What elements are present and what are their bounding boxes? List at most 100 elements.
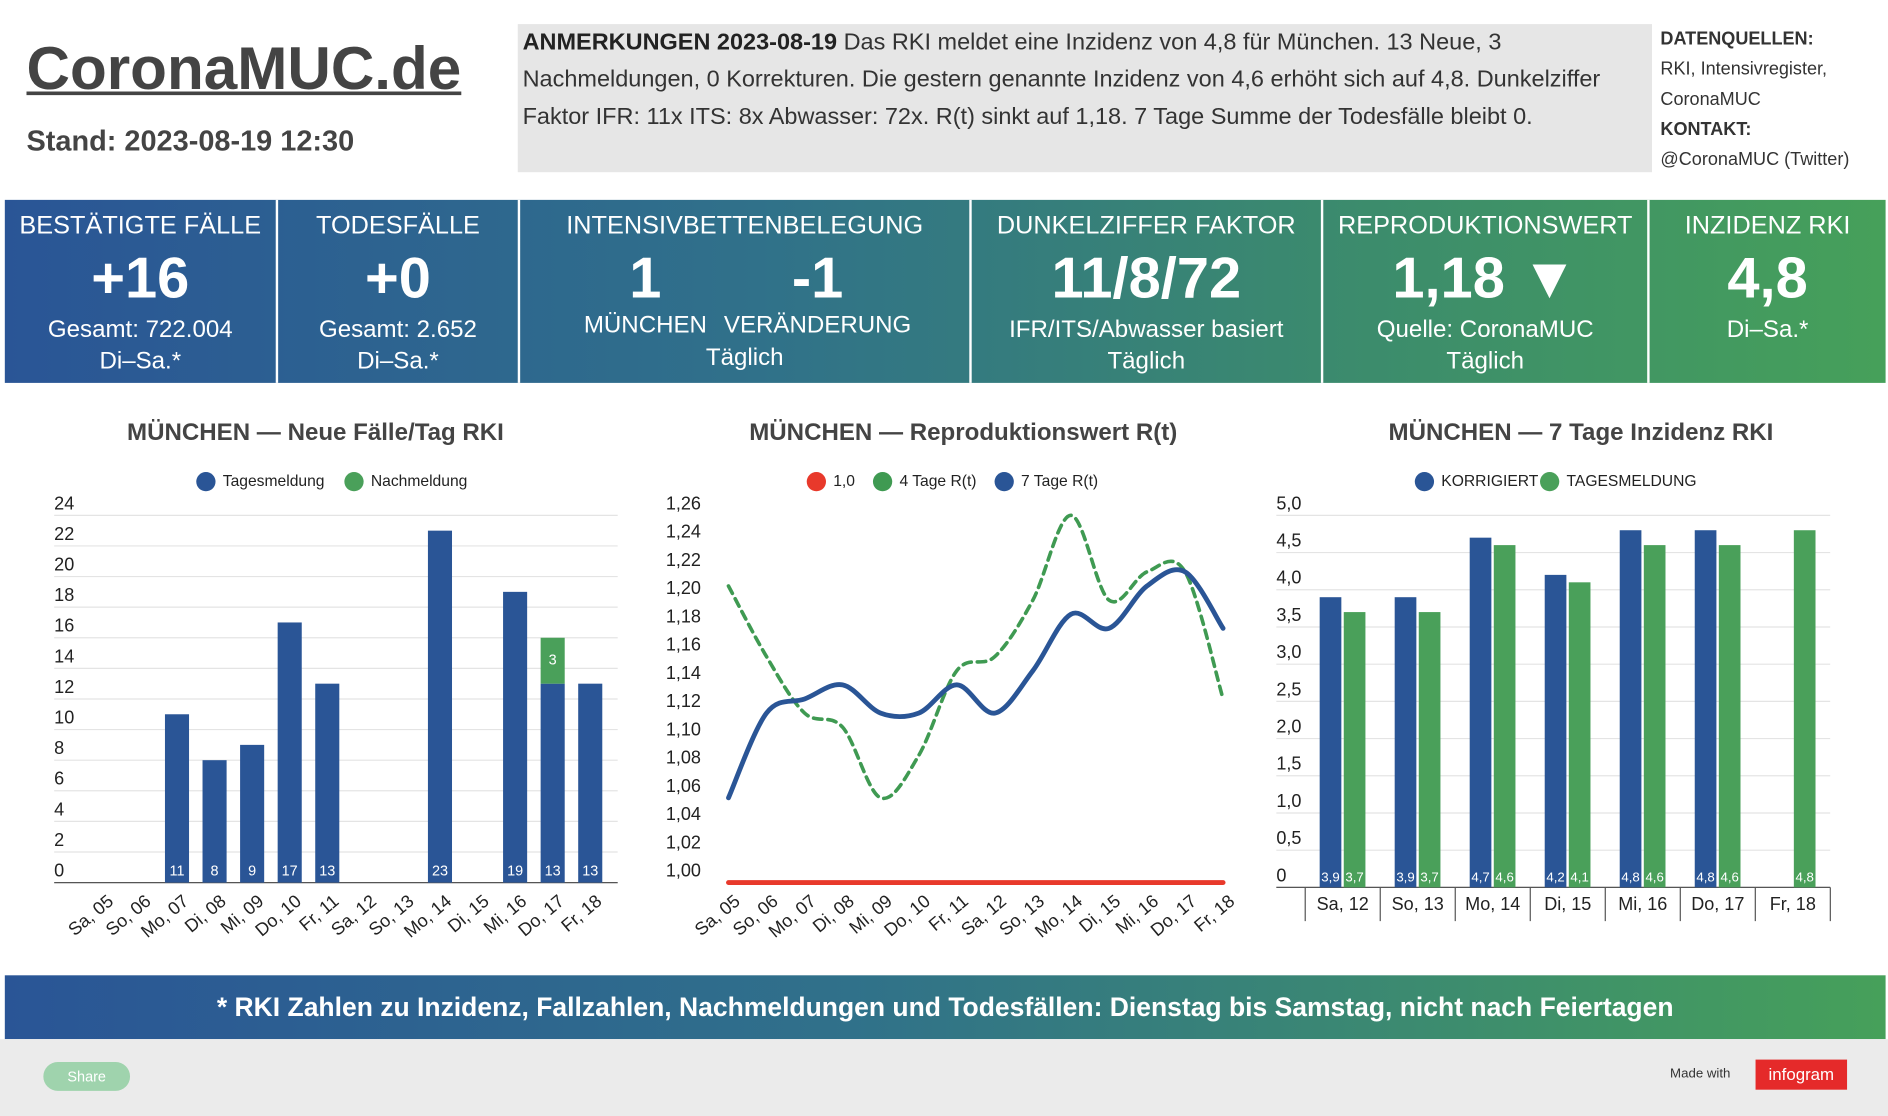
y-tick-label: 1,18 bbox=[666, 606, 701, 626]
bar bbox=[578, 683, 603, 883]
bar-value-label: 19 bbox=[507, 864, 523, 880]
legend-label: Nachmeldung bbox=[371, 473, 468, 490]
bar-value-label: 13 bbox=[319, 864, 335, 880]
bar bbox=[1694, 530, 1717, 888]
kpi-subline: Di–Sa.* bbox=[357, 347, 439, 375]
bar-value-label: 4,1 bbox=[1570, 869, 1588, 884]
y-tick-label: 1,04 bbox=[666, 804, 701, 824]
bar bbox=[1319, 597, 1342, 888]
bar bbox=[1394, 597, 1417, 888]
kpi-subline: Di–Sa.* bbox=[1726, 316, 1809, 344]
bar bbox=[1619, 530, 1642, 888]
y-tick-label: 14 bbox=[54, 646, 74, 666]
bar-value-label: 4,7 bbox=[1471, 869, 1489, 884]
y-tick-label: 12 bbox=[54, 677, 74, 697]
line-series bbox=[726, 513, 1225, 801]
kpi-column: -1 VERÄNDERUNG bbox=[721, 246, 914, 340]
bar-value-label: 4,6 bbox=[1645, 869, 1663, 884]
x-tick-label: Fr, 11 bbox=[925, 891, 972, 935]
y-tick-label: 1,08 bbox=[666, 748, 701, 768]
kpi-tile: REPRODUKTIONSWERT 1,18 ▼ Quelle: CoronaMUC… bbox=[1323, 199, 1650, 383]
kpi-title: INTENSIVBETTENBELEGUNG bbox=[566, 211, 924, 240]
bar-value-label: 4,2 bbox=[1546, 869, 1564, 884]
y-tick-label: 1,02 bbox=[666, 832, 701, 852]
bar bbox=[540, 683, 565, 883]
bar-value-label: 4,6 bbox=[1495, 869, 1513, 884]
bar-value-label: 4,8 bbox=[1696, 869, 1714, 884]
kpi-label: MÜNCHEN bbox=[583, 311, 707, 339]
chart-title: MÜNCHEN — Reproduktionswert R(t) bbox=[749, 419, 1177, 446]
y-tick-label: 10 bbox=[54, 708, 74, 728]
bar bbox=[1469, 537, 1492, 888]
y-tick-label: 1,00 bbox=[666, 861, 701, 881]
bar bbox=[1418, 612, 1441, 888]
y-tick-label: 4,0 bbox=[1276, 568, 1301, 588]
kpi-title: BESTÄTIGTE FÄLLE bbox=[19, 211, 262, 240]
y-tick-label: 2,0 bbox=[1276, 717, 1301, 737]
kpi-title: REPRODUKTIONSWERT bbox=[1337, 211, 1633, 240]
x-tick-label: So, 06 bbox=[729, 891, 782, 940]
bar bbox=[277, 622, 302, 883]
share-button[interactable]: Share bbox=[43, 1061, 131, 1091]
x-tick-label: Sa, 12 bbox=[1317, 894, 1369, 914]
kpi-subline: Täglich bbox=[705, 344, 784, 371]
bar bbox=[202, 760, 227, 883]
x-tick-label: Do, 10 bbox=[251, 891, 305, 940]
legend-marker bbox=[1540, 471, 1560, 492]
y-tick-label: 1,10 bbox=[666, 719, 701, 739]
brand-logo[interactable]: infogram bbox=[1755, 1059, 1848, 1090]
bar-value-label: 13 bbox=[545, 864, 561, 880]
site-title[interactable]: CoronaMUC.de bbox=[26, 34, 462, 103]
x-tick-label: Do, 17 bbox=[514, 891, 568, 940]
y-tick-label: 1,26 bbox=[666, 493, 701, 513]
kpi-subline: Täglich bbox=[1446, 347, 1525, 375]
bar bbox=[427, 530, 453, 883]
notes: ANMERKUNGEN 2023-08-19 Das RKI meldet ei… bbox=[517, 24, 1652, 173]
y-tick-label: 1,16 bbox=[666, 635, 701, 655]
legend-marker bbox=[806, 471, 826, 492]
stand: Stand: 2023-08-19 12:30 bbox=[26, 125, 355, 158]
bar bbox=[540, 637, 565, 684]
kpi-title: DUNKELZIFFER FAKTOR bbox=[996, 211, 1296, 240]
kpi-column: 1 MÜNCHEN bbox=[549, 246, 742, 340]
legend-label: 4 Tage R(t) bbox=[899, 473, 976, 490]
x-tick-label: Di, 15 bbox=[1075, 891, 1124, 937]
bar-value-label: 11 bbox=[169, 864, 184, 880]
bar-value-label: 4,6 bbox=[1720, 869, 1738, 884]
sources: DATENQUELLEN: RKI, Intensivregister, Cor… bbox=[1660, 24, 1883, 175]
legend-label: 7 Tage R(t) bbox=[1021, 473, 1098, 490]
sources-heading: DATENQUELLEN: bbox=[1660, 28, 1814, 50]
y-tick-label: 0 bbox=[54, 861, 64, 881]
kpi-subline: Täglich bbox=[1107, 347, 1186, 375]
kpi-subline: Di–Sa.* bbox=[99, 347, 182, 375]
x-tick-label: So, 13 bbox=[995, 891, 1048, 940]
kpi-value: 1 bbox=[629, 246, 662, 311]
footer-banner: * RKI Zahlen zu Inzidenz, Fallzahlen, Na… bbox=[4, 975, 1886, 1040]
contact: @CoronaMUC (Twitter) bbox=[1660, 149, 1850, 170]
kpi-value: 11/8/72 bbox=[1051, 246, 1242, 311]
legend-label: 1,0 bbox=[833, 473, 855, 490]
kpi-tile: BESTÄTIGTE FÄLLE +16 Gesamt: 722.004 Di–Sa.… bbox=[5, 199, 279, 383]
kpi-subline: Gesamt: 722.004 bbox=[47, 316, 233, 344]
y-tick-label: 1,0 bbox=[1276, 791, 1301, 811]
x-tick-label: Do, 17 bbox=[1691, 894, 1744, 914]
kpi-tile: INTENSIVBETTENBELEGUNG 1 MÜNCHEN -1 VERÄNDER… bbox=[520, 199, 972, 383]
y-tick-label: 1,22 bbox=[666, 550, 701, 570]
x-tick-label: Di, 08 bbox=[809, 891, 858, 937]
y-tick-label: 16 bbox=[54, 616, 74, 636]
x-tick-label: Fr, 18 bbox=[1770, 894, 1816, 914]
legend-marker bbox=[196, 471, 216, 492]
legend-label: Tagesmeldung bbox=[223, 473, 325, 490]
x-tick-label: Sa, 12 bbox=[957, 891, 1010, 940]
x-tick-label: Fr, 18 bbox=[1190, 891, 1238, 936]
bar-value-label: 3,9 bbox=[1321, 869, 1339, 884]
legend-marker bbox=[872, 471, 893, 492]
kpi-tile: DUNKELZIFFER FAKTOR 11/8/72 IFR/ITS/Abwass… bbox=[972, 199, 1324, 383]
kpi-tiles: BESTÄTIGTE FÄLLE +16 Gesamt: 722.004 Di–Sa.… bbox=[4, 199, 1886, 383]
bar bbox=[1343, 612, 1366, 888]
x-tick-label: Do, 10 bbox=[880, 891, 934, 940]
bar bbox=[1493, 545, 1516, 888]
x-tick-label: Mi, 16 bbox=[480, 891, 531, 938]
